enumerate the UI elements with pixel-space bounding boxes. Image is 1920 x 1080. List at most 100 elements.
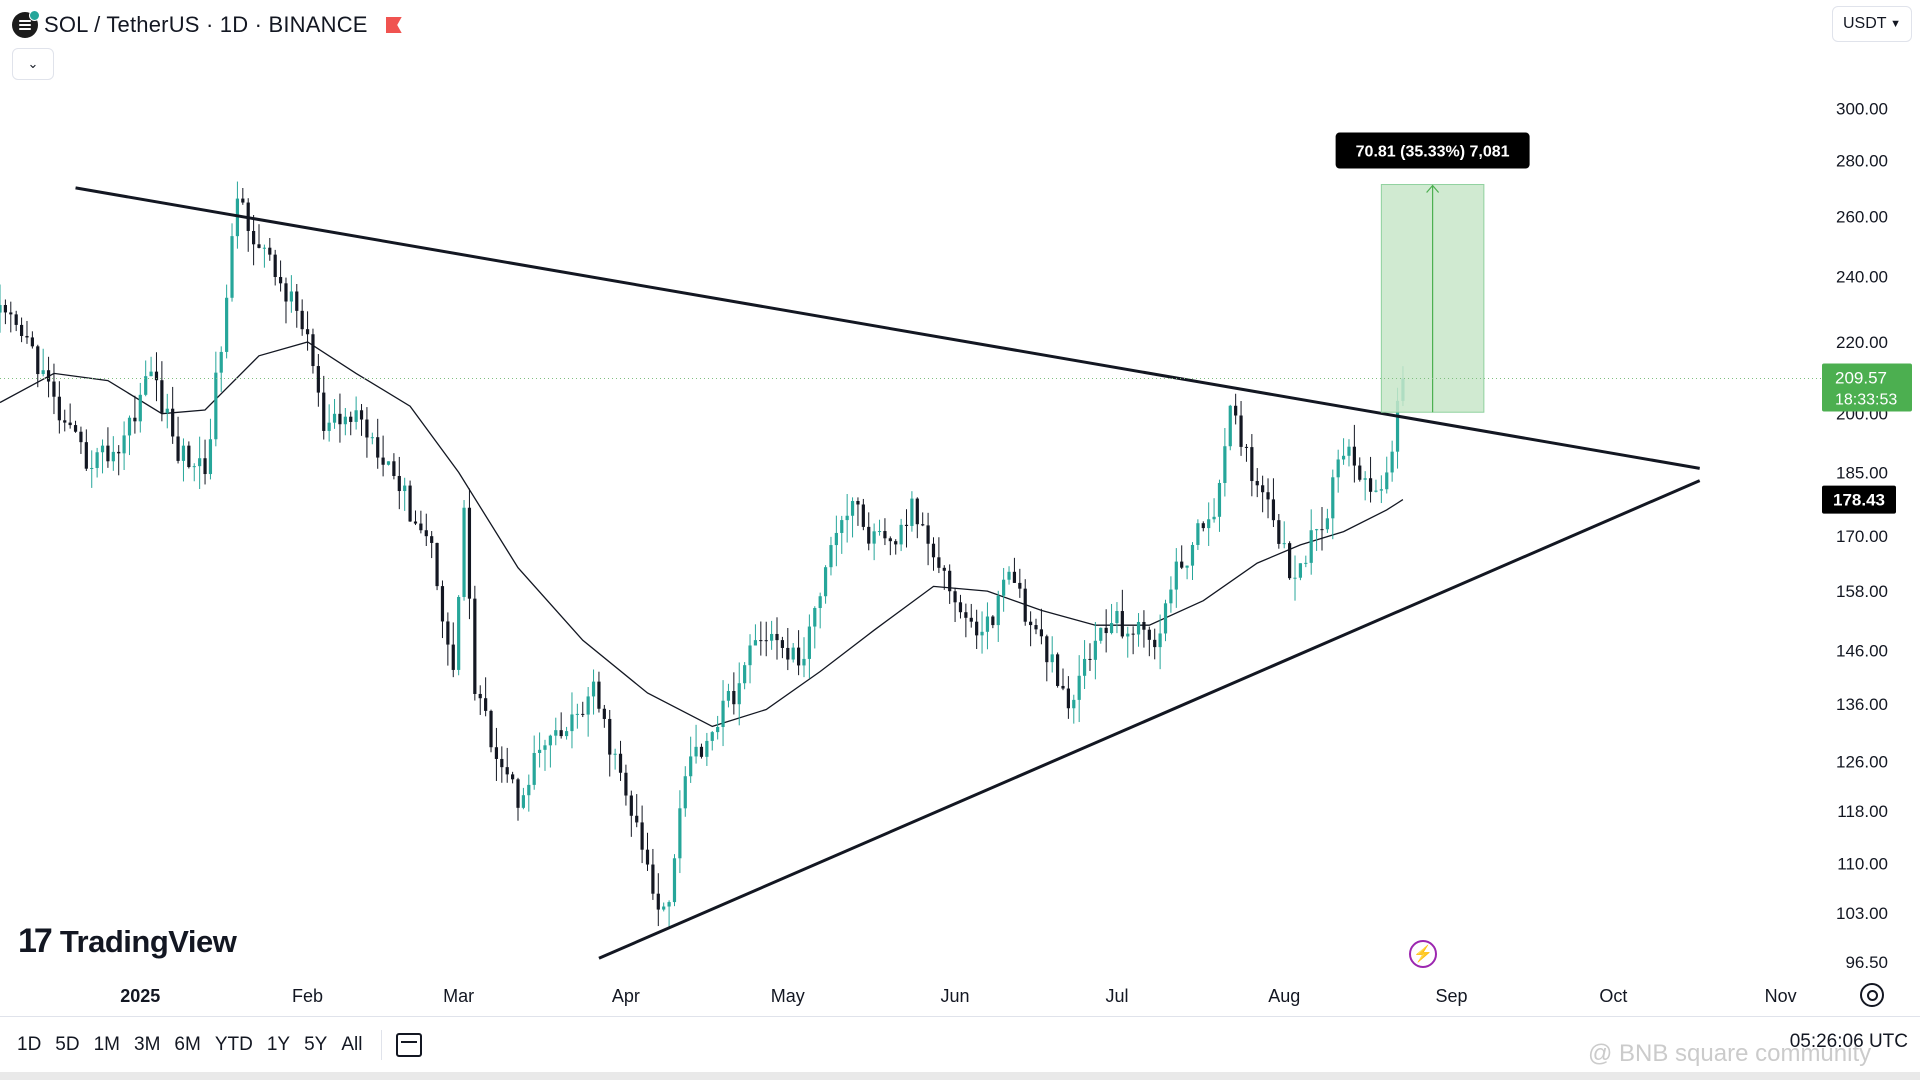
- candle-body: [1147, 629, 1151, 640]
- candle-up: [1050, 636, 1054, 673]
- candle-down: [1055, 652, 1060, 688]
- candle-up: [521, 787, 526, 810]
- candle-body: [79, 431, 83, 443]
- candle-down: [14, 310, 18, 332]
- candle-up: [370, 432, 374, 445]
- candle-body: [1082, 658, 1087, 676]
- candle-body: [996, 595, 1000, 626]
- candle-body: [1093, 640, 1097, 660]
- range-3m[interactable]: 3M: [134, 1034, 161, 1055]
- calendar-icon[interactable]: [396, 1033, 423, 1057]
- candle-body: [737, 683, 741, 705]
- candle-down: [1271, 478, 1276, 528]
- x-tick-label: Mar: [443, 986, 474, 1006]
- candle-body: [527, 784, 531, 796]
- candle-up: [613, 748, 617, 770]
- candle-body: [52, 381, 56, 397]
- candle-body: [1347, 446, 1351, 456]
- candle-down: [1018, 568, 1022, 598]
- candle-down: [953, 587, 957, 623]
- candle-up: [910, 491, 914, 532]
- candle-body: [667, 902, 671, 907]
- candle-body: [872, 531, 876, 544]
- candle-up: [564, 726, 569, 740]
- candle-body: [187, 445, 191, 468]
- candle-down: [759, 621, 763, 656]
- lightning-icon[interactable]: ⚡: [1409, 940, 1437, 968]
- candle-up: [1093, 622, 1097, 680]
- candle-body: [403, 485, 407, 492]
- price-chart[interactable]: 2025 Feb Mar Apr May Jun Jul Aug Sep Oct Nov 300.0…: [0, 0, 1920, 1016]
- measure-tool[interactable]: 70.81 (35.33%) 7,081: [1335, 132, 1530, 413]
- flag-icon[interactable]: [385, 17, 402, 33]
- candle-up: [1282, 521, 1286, 549]
- range-1d[interactable]: 1D: [17, 1034, 42, 1055]
- y-tick-label: 158.00: [1836, 582, 1888, 601]
- candle-up: [818, 592, 822, 629]
- candle-body: [1018, 582, 1022, 589]
- candles: [0, 181, 1405, 927]
- range-5y[interactable]: 5Y: [304, 1034, 328, 1055]
- x-tick-label: Jul: [1105, 986, 1128, 1006]
- y-axis-labels: 300.00280.00260.00240.00220.00200.00185.…: [1836, 100, 1888, 973]
- candle-body: [640, 822, 644, 850]
- candle-body: [1266, 492, 1270, 500]
- candle-body: [144, 376, 148, 395]
- candle-down: [699, 743, 704, 759]
- range-ytd[interactable]: YTD: [214, 1034, 253, 1055]
- tradingview-logo[interactable]: 17 TradingView: [18, 922, 237, 961]
- range-6m[interactable]: 6M: [174, 1034, 201, 1055]
- candle-up: [1126, 626, 1130, 658]
- candle-body: [1271, 499, 1276, 521]
- candle-up: [354, 396, 358, 430]
- candle-body: [424, 530, 428, 537]
- utc-clock[interactable]: 05:26:06 UTC: [1789, 1031, 1908, 1052]
- candle-body: [608, 718, 612, 755]
- candle-down: [1180, 545, 1184, 570]
- range-all[interactable]: All: [341, 1034, 363, 1055]
- candle-down: [273, 249, 277, 286]
- candle-up: [1007, 566, 1011, 585]
- candle-down: [305, 311, 310, 351]
- candle-body: [63, 420, 67, 423]
- candle-up: [1136, 613, 1141, 647]
- candle-body: [910, 498, 914, 526]
- candle-body: [759, 640, 763, 642]
- candle-body: [834, 532, 838, 546]
- y-tick-label: 300.00: [1836, 100, 1888, 119]
- candle-up: [527, 774, 531, 812]
- range-1m[interactable]: 1M: [93, 1034, 120, 1055]
- candle-body: [354, 410, 358, 422]
- solana-icon[interactable]: [12, 10, 40, 38]
- candle-up: [737, 662, 741, 726]
- candle-down: [489, 709, 493, 753]
- candle-body: [1153, 639, 1157, 648]
- range-1y[interactable]: 1Y: [266, 1034, 291, 1055]
- settings-icon[interactable]: [1860, 983, 1884, 1007]
- candle-down: [1142, 610, 1146, 648]
- chevron-down-icon: ⌄: [27, 56, 39, 71]
- range-5d[interactable]: 5D: [55, 1034, 80, 1055]
- currency-select[interactable]: USDT ▼: [1832, 6, 1912, 42]
- candle-body: [705, 740, 709, 757]
- candle-down: [1061, 668, 1065, 691]
- candle-body: [392, 461, 396, 476]
- candle-body: [1374, 490, 1378, 492]
- collapse-legend-button[interactable]: ⌄: [12, 48, 54, 80]
- candle-body: [796, 647, 801, 666]
- candle-up: [1390, 440, 1394, 482]
- candle-body: [1072, 699, 1076, 709]
- symbol-title[interactable]: SOL / TetherUS · 1D · BINANCE: [44, 12, 368, 37]
- chart-header: SOL / TetherUS · 1D · BINANCE: [12, 10, 402, 40]
- candle-body: [1207, 519, 1211, 529]
- candle-up: [1099, 627, 1103, 644]
- trendlines[interactable]: [75, 186, 1701, 960]
- candle-up: [532, 735, 536, 790]
- candle-body: [36, 346, 40, 375]
- candle-body: [446, 621, 450, 645]
- candle-up: [95, 447, 99, 478]
- candle-down: [1131, 626, 1135, 655]
- candle-down: [424, 513, 428, 547]
- candle-down: [295, 284, 299, 328]
- candle-body: [1007, 571, 1011, 580]
